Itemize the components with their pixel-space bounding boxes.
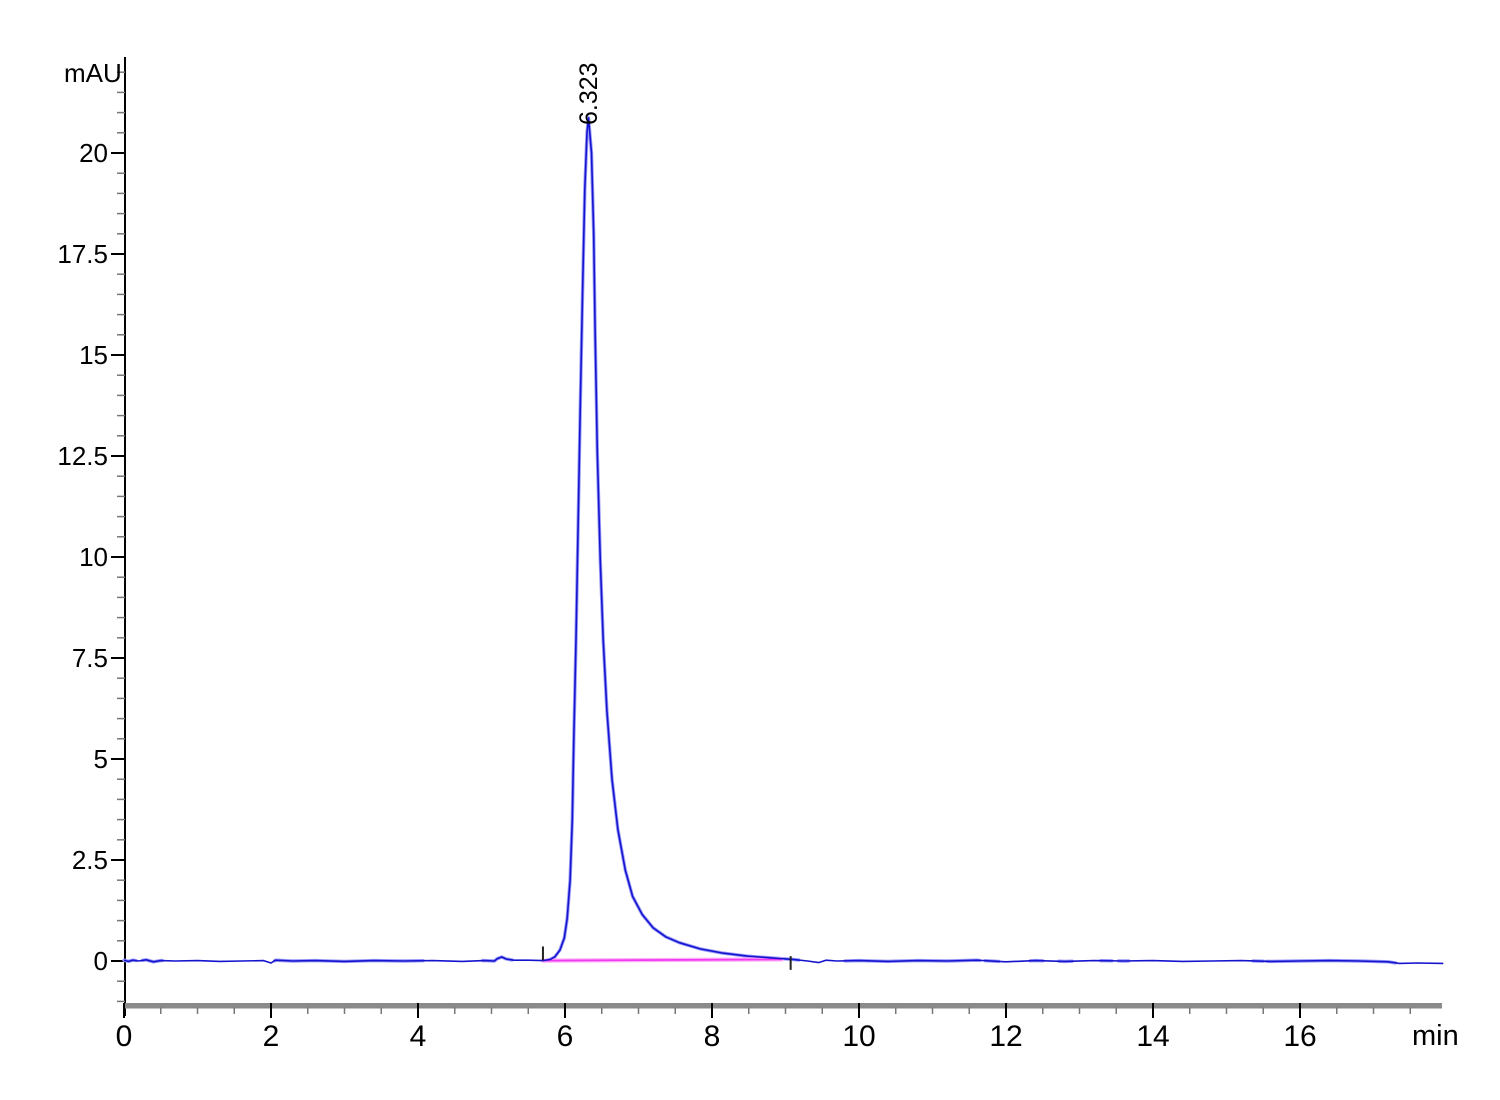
x-axis-tick-label: 14 <box>1136 1020 1169 1053</box>
y-axis-unit-label: mAU <box>64 58 122 88</box>
signal-trace-halo <box>547 116 801 962</box>
y-axis-tick-label: 15 <box>79 340 108 370</box>
x-axis-unit-label: min <box>1412 1020 1459 1052</box>
y-axis-tick-label: 10 <box>79 542 108 572</box>
y-axis-tick-label: 2.5 <box>72 845 108 875</box>
y-axis-tick-label: 12.5 <box>57 441 108 471</box>
y-axis-tick-label: 7.5 <box>72 643 108 673</box>
x-axis-tick-label: 2 <box>263 1020 280 1053</box>
signal-trace <box>123 117 1444 965</box>
x-axis-tick-label: 4 <box>410 1020 427 1053</box>
integration-baseline <box>542 958 782 962</box>
x-axis-bar <box>123 1003 1442 1009</box>
x-axis-tick-label: 6 <box>557 1020 574 1053</box>
x-axis-tick-label: 12 <box>989 1020 1022 1053</box>
x-axis-tick-label: 0 <box>116 1020 133 1053</box>
x-axis-tick-label: 10 <box>842 1020 875 1053</box>
y-axis-tick-label: 0 <box>94 946 108 976</box>
x-axis-tick-label: 16 <box>1283 1020 1316 1053</box>
x-axis-tick-label: 8 <box>704 1020 721 1053</box>
y-axis-tick-label: 20 <box>79 138 108 168</box>
peak-retention-time-label: 6.323 <box>575 62 603 125</box>
generated-plot-elements: 0 2.5 5 7.5 10 12.5 15 17.5 20 0 2 4 6 8 10 12 14 16 <box>57 57 1444 1053</box>
y-axis-tick-label: 5 <box>94 744 108 774</box>
y-axis-tick-label: 17.5 <box>57 239 108 269</box>
